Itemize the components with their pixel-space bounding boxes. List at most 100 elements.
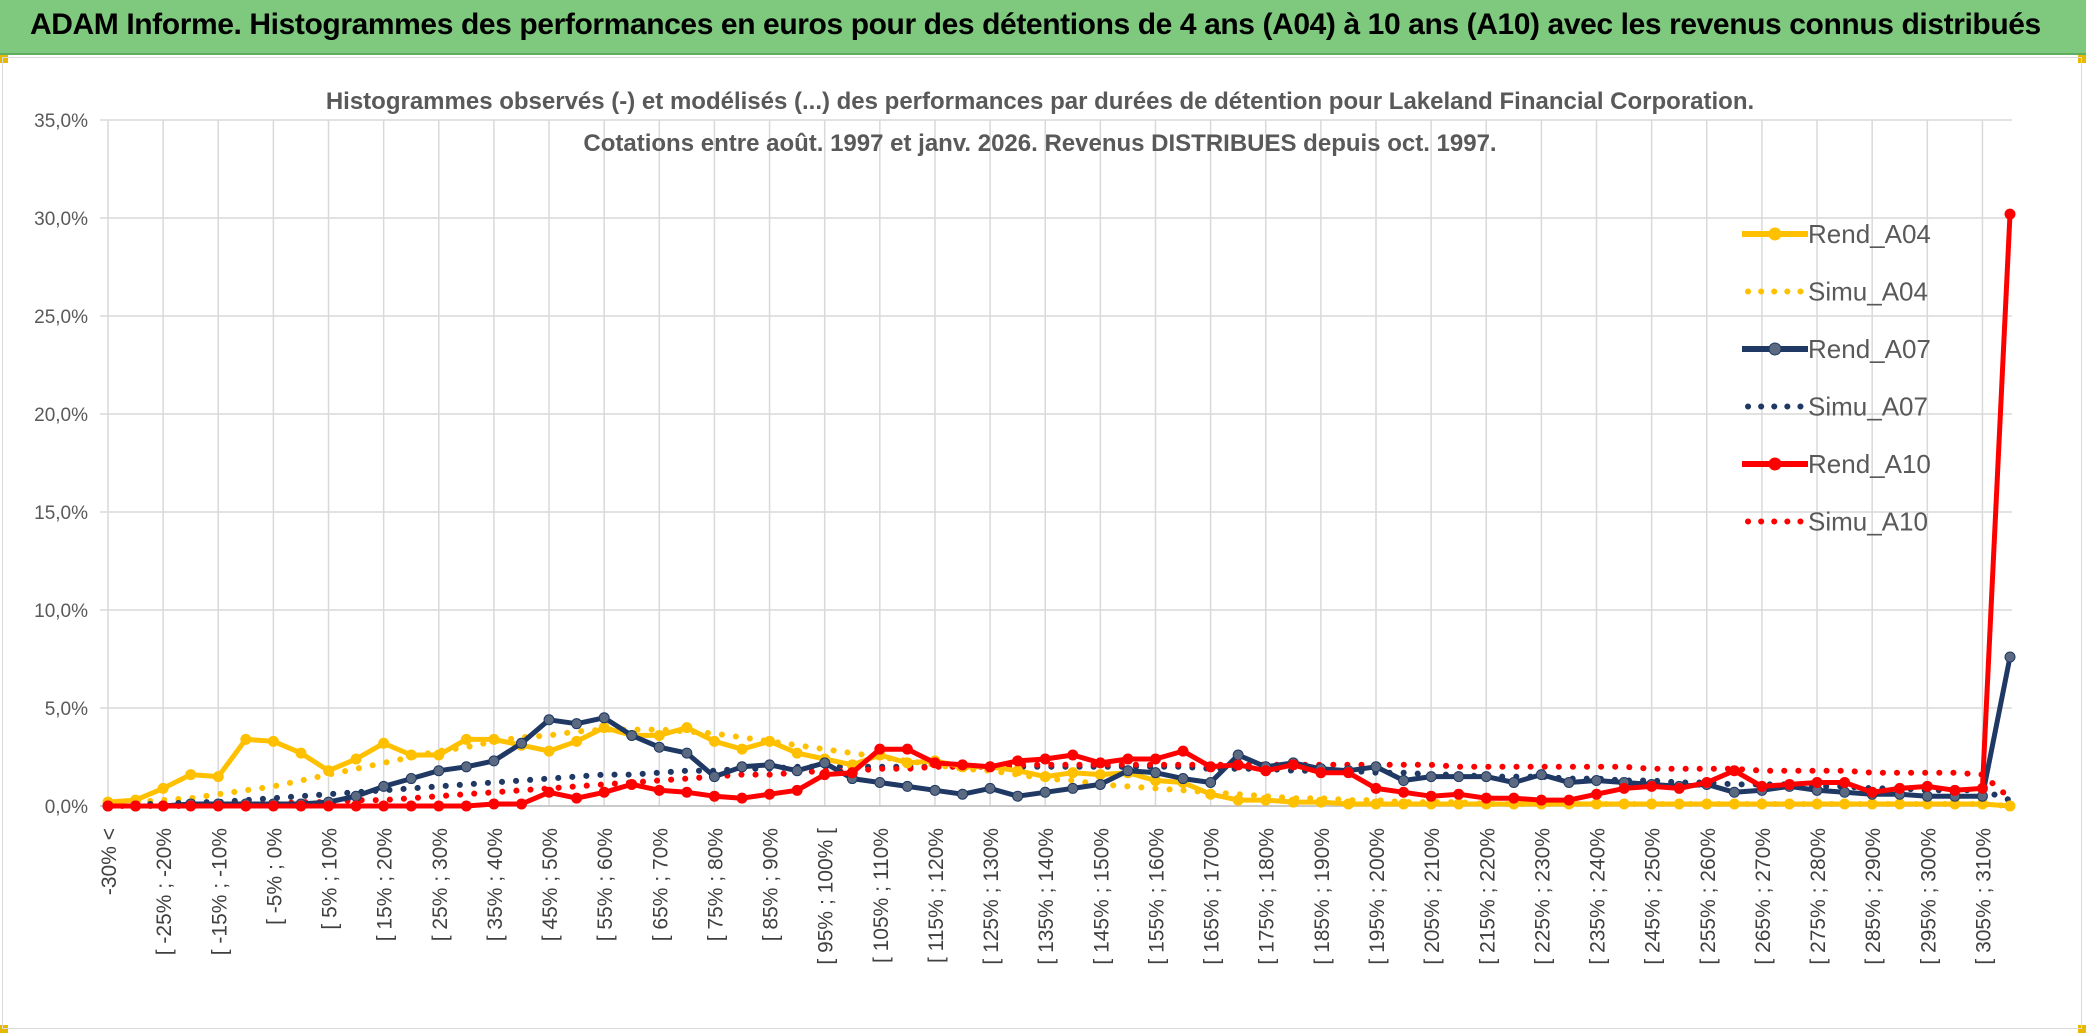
corner-mark [0, 1025, 8, 1033]
data-point [1067, 749, 1079, 761]
data-point [1921, 780, 1933, 792]
data-point [1425, 790, 1437, 802]
legend-marker [1768, 457, 1782, 471]
y-axis: 0,0% 5,0% 10,0% 15,0% 20,0% 25,0% 30,0% 35,0% [34, 111, 88, 818]
data-point [1453, 788, 1465, 800]
data-point [1094, 769, 1106, 781]
x-tick-label: [ 75% ; 80% [704, 828, 727, 941]
data-point [1012, 755, 1024, 767]
data-point [488, 798, 500, 810]
legend: Rend_A04 Simu_A04 Rend_A07 Simu_A07 Rend_A10… [1742, 219, 1931, 537]
data-point [1839, 776, 1851, 788]
data-point [1177, 773, 1189, 785]
data-point [1039, 753, 1051, 765]
data-point [653, 784, 665, 796]
data-point [1673, 782, 1685, 794]
x-tick-label: [ 155% ; 160% [1145, 828, 1168, 965]
x-tick-label: [ 145% ; 150% [1090, 828, 1113, 965]
x-tick-label: [ 275% ; 280% [1807, 828, 1830, 965]
data-point [571, 792, 583, 804]
data-point [571, 718, 583, 730]
x-tick-label: [ 65% ; 70% [649, 828, 672, 941]
data-point [1122, 765, 1134, 777]
x-tick-label: [ 285% ; 290% [1862, 828, 1885, 965]
data-point [598, 786, 610, 798]
data-point [1921, 790, 1933, 802]
legend-label: Rend_A07 [1808, 334, 1931, 364]
data-point [598, 722, 610, 734]
legend-label: Rend_A10 [1808, 449, 1931, 479]
data-point [102, 800, 114, 812]
data-point [130, 800, 142, 812]
data-point [1260, 765, 1272, 777]
data-point [378, 800, 390, 812]
data-point [405, 773, 417, 785]
data-point [846, 767, 858, 779]
x-tick-label: -30% < [98, 828, 121, 895]
data-point [1205, 776, 1217, 788]
data-point [736, 761, 748, 773]
data-point [1728, 765, 1740, 777]
data-point [653, 741, 665, 753]
data-point [1287, 759, 1299, 771]
data-point [626, 729, 638, 741]
x-tick-label: [ 215% ; 220% [1476, 828, 1499, 965]
x-tick-label: [ 165% ; 170% [1201, 828, 1224, 965]
y-tick-label: 5,0% [45, 699, 88, 720]
x-tick-label: [ 25% ; 30% [429, 828, 452, 941]
data-point [1756, 798, 1768, 810]
data-point [736, 792, 748, 804]
data-point [819, 757, 831, 769]
data-point [157, 782, 169, 794]
data-point [957, 788, 969, 800]
data-point [515, 737, 527, 749]
data-point [1591, 798, 1603, 810]
data-point [460, 800, 472, 812]
data-point [764, 735, 776, 747]
chart-frame [2, 57, 2082, 1029]
data-point [984, 782, 996, 794]
data-point [901, 780, 913, 792]
corner-mark [0, 55, 8, 63]
x-tick-label: [ 5% ; 10% [319, 828, 342, 930]
data-point [1232, 759, 1244, 771]
data-point [901, 743, 913, 755]
x-tick-label: [ 105% ; 110% [870, 828, 893, 963]
data-point [1949, 784, 1961, 796]
data-point [791, 747, 803, 759]
y-tick-label: 15,0% [34, 503, 88, 524]
data-point [1811, 798, 1823, 810]
data-point [488, 733, 500, 745]
data-point [1591, 788, 1603, 800]
data-point [1701, 798, 1713, 810]
data-point [1453, 771, 1465, 783]
y-tick-label: 25,0% [34, 307, 88, 328]
data-point [708, 735, 720, 747]
x-tick-label: [ 175% ; 180% [1256, 828, 1279, 965]
data-point [874, 743, 886, 755]
data-point [598, 712, 610, 724]
x-tick-label: [ 245% ; 250% [1642, 828, 1665, 965]
data-point [1342, 767, 1354, 779]
data-point [1370, 761, 1382, 773]
data-point [1205, 788, 1217, 800]
data-point [1067, 767, 1079, 779]
y-tick-label: 0,0% [45, 797, 88, 818]
data-point [295, 800, 307, 812]
data-point [791, 784, 803, 796]
data-point [1205, 761, 1217, 773]
chart-subtitle: Cotations entre août. 1997 et janv. 2026… [583, 130, 1496, 157]
x-tick-label: [ -5% ; 0% [263, 828, 286, 925]
x-tick-label: [ 295% ; 300% [1917, 828, 1940, 965]
x-tick-label: [ 55% ; 60% [594, 828, 617, 941]
data-point [1701, 776, 1713, 788]
data-point [1315, 767, 1327, 779]
legend-label: Rend_A04 [1808, 219, 1931, 249]
y-tick-label: 35,0% [34, 111, 88, 132]
data-point [1149, 753, 1161, 765]
x-tick-label: [ 95% ; 100% [ [815, 828, 838, 965]
series-line-rend-a10 [108, 213, 2013, 809]
data-point [1398, 775, 1410, 787]
data-point [819, 769, 831, 781]
